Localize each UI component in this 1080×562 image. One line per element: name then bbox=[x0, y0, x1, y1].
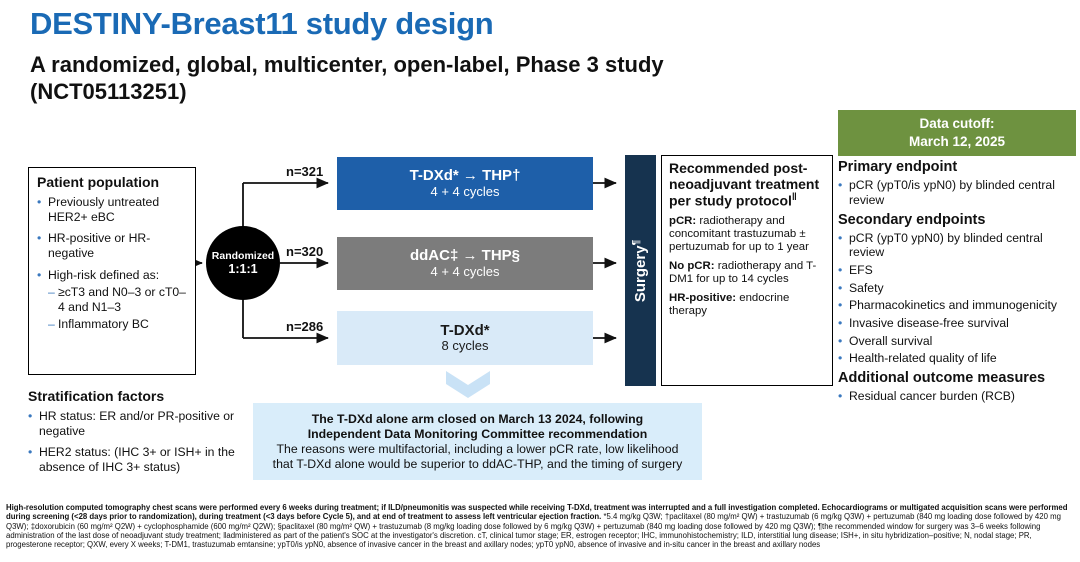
data-cutoff-label: Data cutoff: bbox=[919, 116, 995, 132]
list-item: Inflammatory BC bbox=[48, 317, 187, 332]
stratification-list: HR status: ER and/or PR-positive or nega… bbox=[28, 409, 244, 475]
hr-positive-item: HR-positive: endocrine therapy bbox=[669, 291, 790, 317]
secondary-endpoints-heading: Secondary endpoints bbox=[838, 211, 986, 228]
data-cutoff-badge: Data cutoff: March 12, 2025 bbox=[838, 110, 1076, 156]
list-item: High-risk defined as: ≥cT3 and N0–3 or c… bbox=[37, 268, 187, 333]
list-item: pCR (ypT0 ypN0) by blinded central revie… bbox=[838, 231, 1080, 260]
list-item: EFS bbox=[838, 263, 1080, 278]
list-item: Invasive disease-free survival bbox=[838, 316, 1080, 331]
surgery-bar: Surgery¶ bbox=[625, 155, 656, 386]
footnote-regular-part: *5.4 mg/kg Q3W; †paclitaxel (80 mg/m² QW… bbox=[6, 512, 1061, 550]
list-item: Pharmacokinetics and immunogenicity bbox=[838, 298, 1080, 313]
subtitle-line1: A randomized, global, multicenter, open-… bbox=[30, 52, 664, 77]
no-pcr-item: No pCR: radiotherapy and T-DM1 for up to… bbox=[669, 259, 817, 285]
randomization-ratio: 1:1:1 bbox=[228, 262, 258, 276]
arm-title: ddAC‡ → THP§ bbox=[409, 247, 520, 265]
list-item: HR status: ER and/or PR-positive or nega… bbox=[28, 409, 244, 438]
list-item: pCR (ypT0/is ypN0) by blinded central re… bbox=[838, 178, 1080, 207]
arm1-n-label: n=321 bbox=[286, 164, 324, 179]
post-neoadjuvant-box: Recommended post-neoadjuvant treatment p… bbox=[661, 155, 833, 386]
post-neoadjuvant-title: Recommended post-neoadjuvant treatment p… bbox=[669, 160, 820, 209]
high-risk-sublist: ≥cT3 and N0–3 or cT0–4 and N1–3 Inflamma… bbox=[48, 285, 187, 332]
arm-title: T-DXd* bbox=[440, 321, 490, 339]
closure-note-bold-line2: Independent Data Monitoring Committee re… bbox=[307, 426, 648, 441]
footnote-bold-part: High-resolution computed tomography ches… bbox=[6, 503, 1068, 522]
additional-outcomes-heading: Additional outcome measures bbox=[838, 369, 1046, 386]
randomization-circle: Randomized 1:1:1 bbox=[206, 226, 280, 300]
stratification-heading: Stratification factors bbox=[28, 388, 165, 404]
list-item: HER2 status: (IHC 3+ or ISH+ in the abse… bbox=[28, 445, 244, 474]
randomized-label: Randomized bbox=[211, 250, 275, 262]
arm-ddac-thp: ddAC‡ → THP§ 4 + 4 cycles bbox=[337, 237, 593, 290]
arm-cycles: 8 cycles bbox=[441, 338, 489, 354]
list-item: ≥cT3 and N0–3 or cT0–4 and N1–3 bbox=[48, 285, 187, 314]
page-subtitle: A randomized, global, multicenter, open-… bbox=[30, 52, 664, 106]
subtitle-line2: (NCT05113251) bbox=[30, 78, 187, 104]
arm3-n-label: n=286 bbox=[286, 319, 324, 334]
arm-tdxd-mono: T-DXd* 8 cycles bbox=[337, 311, 593, 365]
footnote-text: High-resolution computed tomography ches… bbox=[6, 503, 1074, 550]
closure-note-body-line2: that T-DXd alone would be superior to dd… bbox=[272, 456, 683, 471]
list-item: Health-related quality of life bbox=[838, 351, 1080, 366]
list-item: Safety bbox=[838, 281, 1080, 296]
surgery-footnote-marker: ¶ bbox=[631, 239, 643, 245]
data-cutoff-date: March 12, 2025 bbox=[908, 134, 1006, 149]
arm-cycles: 4 + 4 cycles bbox=[430, 263, 500, 279]
stratification-section: Stratification factors HR status: ER and… bbox=[28, 388, 244, 482]
list-item: Residual cancer burden (RCB) bbox=[838, 389, 1080, 404]
patient-population-title: Patient population bbox=[37, 174, 160, 190]
arm-cycles: 4 + 4 cycles bbox=[430, 183, 500, 199]
chevron-down-icon bbox=[446, 371, 490, 398]
endpoints-column: Primary endpoint pCR (ypT0/is ypN0) by b… bbox=[838, 159, 1080, 407]
page-title: DESTINY-Breast11 study design bbox=[30, 6, 494, 41]
list-item: HR-positive or HR-negative bbox=[37, 231, 187, 260]
additional-outcomes-list: Residual cancer burden (RCB) bbox=[838, 389, 1080, 404]
list-item: Previously untreated HER2+ eBC bbox=[37, 195, 187, 224]
surgery-label: Surgery¶ bbox=[631, 239, 650, 302]
list-item: Overall survival bbox=[838, 334, 1080, 349]
primary-endpoint-heading: Primary endpoint bbox=[838, 159, 958, 175]
patient-population-list: Previously untreated HER2+ eBC HR-positi… bbox=[37, 195, 187, 332]
patient-population-box: Patient population Previously untreated … bbox=[28, 167, 196, 375]
closure-note-body-line1: The reasons were multifactorial, includi… bbox=[276, 441, 679, 456]
secondary-endpoints-list: pCR (ypT0 ypN0) by blinded central revie… bbox=[838, 231, 1080, 366]
closure-note-bold-line1: The T-DXd alone arm closed on March 13 2… bbox=[311, 411, 644, 426]
arm2-n-label: n=320 bbox=[286, 244, 324, 259]
arm-closure-note: The T-DXd alone arm closed on March 13 2… bbox=[253, 403, 702, 480]
arm-tdxd-thp: T-DXd* → THP† 4 + 4 cycles bbox=[337, 157, 593, 210]
pcr-item: pCR: radiotherapy and concomitant trastu… bbox=[669, 214, 809, 253]
protocol-footnote-marker: ‖ bbox=[791, 192, 797, 204]
primary-endpoint-list: pCR (ypT0/is ypN0) by blinded central re… bbox=[838, 178, 1080, 207]
arm-title: T-DXd* → THP† bbox=[409, 167, 521, 185]
